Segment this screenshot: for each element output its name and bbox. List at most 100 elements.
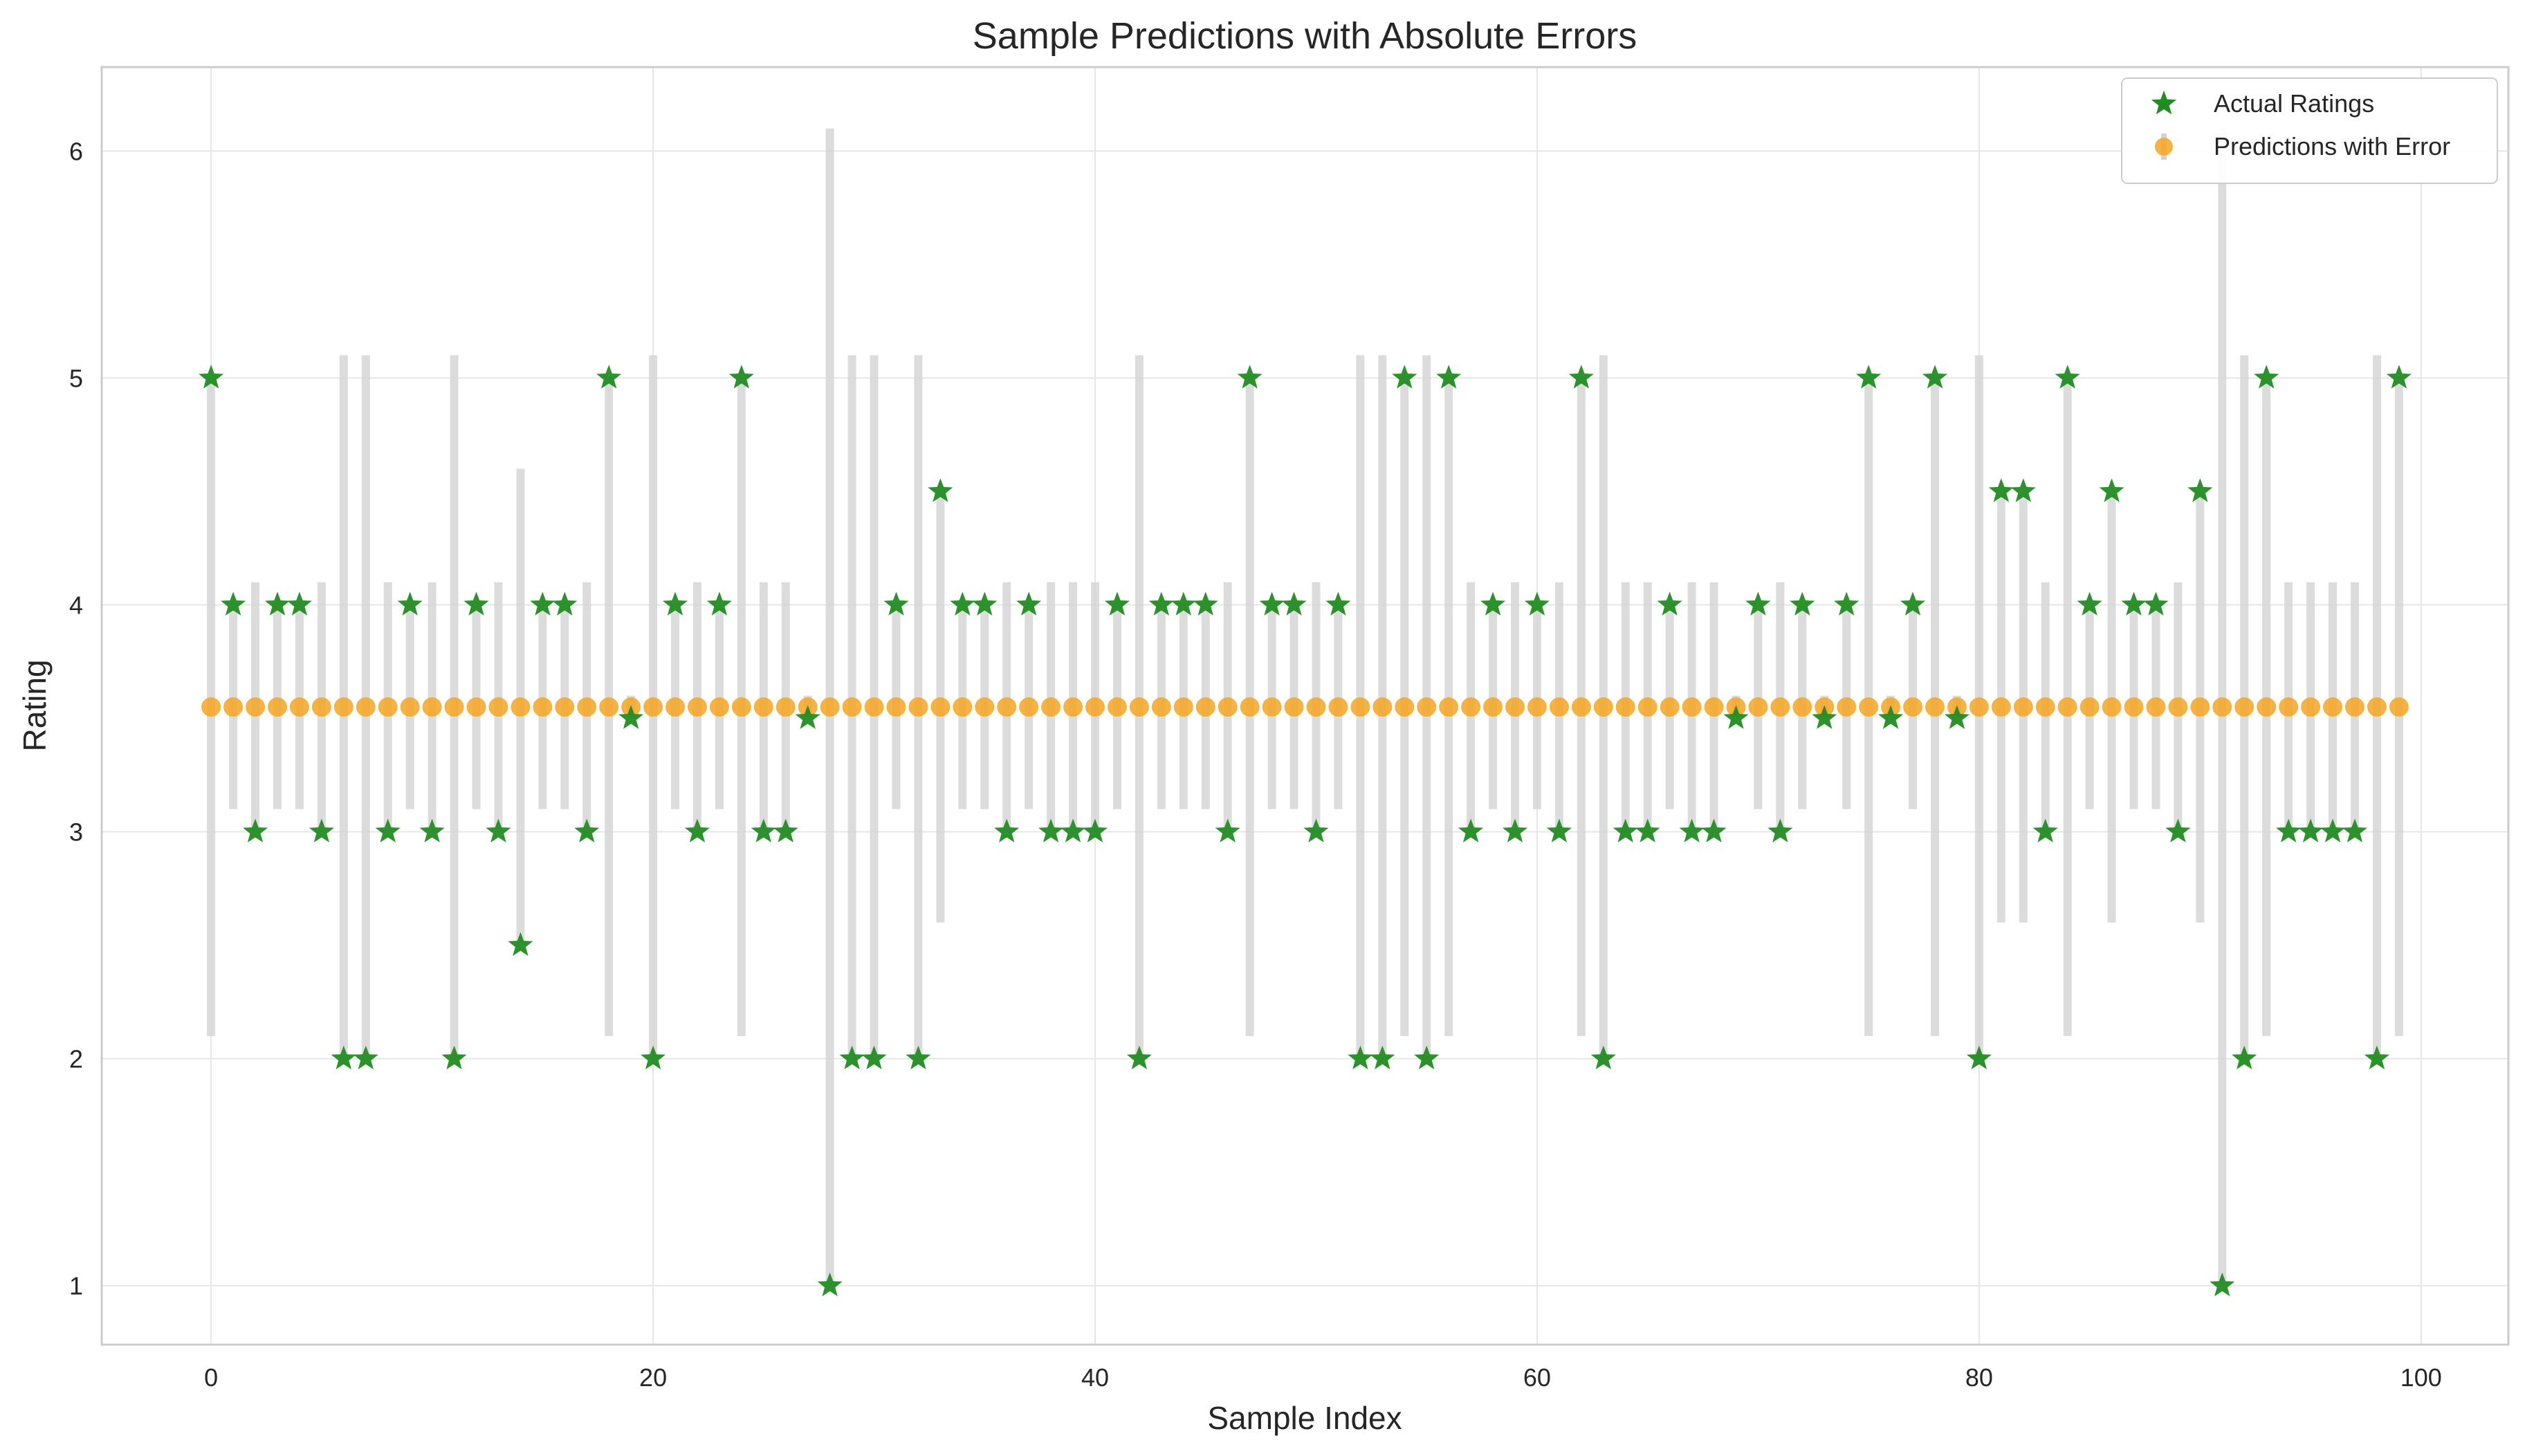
prediction-point [1682,697,1702,717]
actual-rating-point [1215,818,1240,842]
actual-rating-point [706,591,732,616]
actual-rating-point [618,705,644,729]
prediction-point [511,697,531,717]
prediction-point [1792,697,1812,717]
prediction-point [2190,697,2210,717]
prediction-point [1019,697,1039,717]
prediction-point [201,697,221,717]
actual-rating-point [441,1045,467,1069]
prediction-point [555,697,575,717]
actual-rating-point [2032,818,2058,842]
actual-rating-point [286,591,312,616]
prediction-point [1173,697,1193,717]
actual-rating-point [552,591,578,616]
actual-rating-point [1148,591,1174,616]
prediction-point [1085,697,1105,717]
prediction-point [1859,697,1879,717]
actual-rating-point [1414,1045,1440,1069]
prediction-point [864,697,884,717]
actual-rating-point [662,591,688,616]
actual-rating-point [353,1045,378,1069]
actual-rating-point [530,591,556,616]
actual-rating-point [221,591,246,616]
prediction-point [356,697,376,717]
actual-points [199,365,2412,1297]
legend-circle-icon [2155,138,2173,156]
prediction-point [2344,697,2365,717]
prediction-point [643,697,663,717]
x-tick-label: 80 [1965,1363,1993,1392]
prediction-point [665,697,686,717]
actual-rating-point [2342,818,2367,842]
actual-rating-point [817,1272,843,1297]
y-tick-label: 6 [69,137,83,165]
actual-rating-point [309,818,334,842]
y-tick-label: 4 [69,591,83,620]
actual-rating-point [1082,818,1108,842]
actual-rating-point [1524,591,1550,616]
y-tick-label: 5 [69,364,83,392]
prediction-point [2013,697,2033,717]
prediction-point [2057,697,2077,717]
prediction-point [1527,697,1547,717]
prediction-point [246,697,266,717]
actual-rating-point [641,1045,666,1069]
prediction-point [2102,697,2122,717]
prediction-point [930,697,951,717]
prediction-point [311,697,331,717]
legend-label-predictions: Predictions with Error [2214,132,2450,160]
prediction-point [1262,697,1282,717]
actual-rating-point [1590,1045,1616,1069]
y-tick-label: 3 [69,818,83,847]
prediction-point [1306,697,1326,717]
prediction-point [1439,697,1459,717]
actual-rating-point [1480,591,1506,616]
prediction-point [1417,697,1437,717]
actual-rating-point [1701,818,1727,842]
prediction-point [1372,697,1393,717]
actual-rating-point [1104,591,1130,616]
prediction-point [953,697,973,717]
actual-rating-point [972,591,998,616]
prediction-point [687,697,707,717]
prediction-point [908,697,928,717]
actual-rating-point [419,818,445,842]
prediction-point [378,697,398,717]
actual-rating-point [1900,591,1926,616]
actual-rating-point [1856,365,1882,389]
prediction-point [1107,697,1127,717]
prediction-point [1903,697,1923,717]
prediction-point [2323,697,2343,717]
actual-rating-point [2187,478,2213,502]
actual-rating-point [2099,478,2124,502]
actual-rating-point [1370,1045,1395,1069]
actual-rating-point [1546,818,1572,842]
actual-rating-point [728,365,754,389]
actual-rating-point [684,818,710,842]
prediction-point [2257,697,2277,717]
prediction-point [2079,697,2100,717]
actual-rating-point [375,818,401,842]
prediction-point [1969,697,1989,717]
actual-rating-point [1768,818,1793,842]
actual-rating-point [397,591,423,616]
actual-rating-point [574,818,600,842]
prediction-point [975,697,995,717]
actual-rating-point [1170,591,1196,616]
actual-rating-point [1281,591,1307,616]
actual-rating-point [1745,591,1771,616]
prediction-point [1350,697,1370,717]
actual-rating-point [883,591,909,616]
actual-rating-point [2320,818,2346,842]
legend-box [2121,77,2498,184]
actual-rating-point [596,365,622,389]
actual-rating-point [264,591,290,616]
prediction-point [1395,697,1415,717]
actual-rating-point [1436,365,1462,389]
actual-rating-point [795,705,820,729]
actual-rating-point [463,591,489,616]
prediction-point [1660,697,1680,717]
prediction-point [753,697,773,717]
prediction-point [422,697,442,717]
